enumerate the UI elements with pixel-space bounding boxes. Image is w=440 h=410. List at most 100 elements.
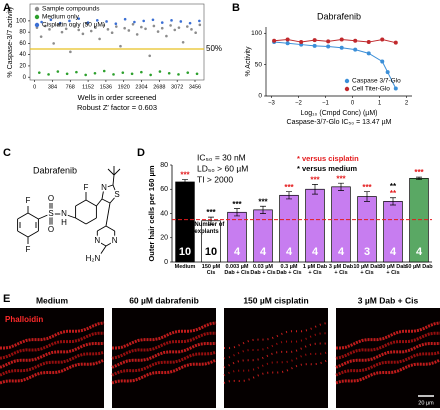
data-point bbox=[181, 40, 185, 44]
error-bar bbox=[260, 205, 266, 214]
data-point bbox=[37, 71, 41, 74]
error-bar bbox=[208, 216, 214, 225]
legend-label: Medium only bbox=[42, 14, 80, 21]
data-point bbox=[40, 20, 43, 24]
data-point bbox=[170, 19, 173, 22]
significance: *** bbox=[206, 208, 216, 217]
data-point bbox=[39, 35, 43, 38]
data-point bbox=[52, 42, 55, 45]
data-point bbox=[121, 71, 125, 74]
bond bbox=[17, 212, 29, 220]
x-axis-label: Wells in order screened bbox=[78, 93, 157, 102]
data-point bbox=[58, 21, 62, 25]
data-point bbox=[89, 29, 93, 33]
micrograph bbox=[336, 308, 440, 408]
panel-label: C bbox=[3, 147, 11, 159]
data-point bbox=[77, 28, 81, 32]
plot-frame bbox=[29, 3, 205, 81]
significance: *** bbox=[180, 171, 190, 180]
x-tick-label: 3 µM Dab + Cis bbox=[328, 264, 354, 276]
explant-count: 4 bbox=[338, 246, 345, 258]
explant-count: 4 bbox=[390, 246, 397, 258]
atom-label: N bbox=[61, 209, 67, 218]
significance: *** bbox=[414, 168, 424, 177]
data-point bbox=[185, 25, 189, 28]
y-axis-label: % Activity bbox=[245, 46, 252, 76]
data-point bbox=[285, 41, 290, 46]
explant-count: 4 bbox=[416, 246, 423, 258]
data-point bbox=[167, 71, 171, 75]
x-tick-label: −2 bbox=[295, 101, 303, 107]
explant-count: 10 bbox=[179, 246, 191, 258]
data-point bbox=[140, 25, 143, 29]
data-point bbox=[98, 37, 101, 41]
data-point bbox=[149, 73, 152, 77]
explants-label: Number of explants bbox=[194, 222, 225, 235]
atom-label: S bbox=[48, 209, 53, 218]
data-point bbox=[339, 45, 344, 50]
error-bar bbox=[364, 191, 370, 202]
stain-band bbox=[336, 321, 440, 350]
bond bbox=[107, 168, 115, 176]
data-point bbox=[393, 86, 398, 91]
legend-marker bbox=[34, 14, 40, 20]
legend-marker bbox=[344, 86, 350, 92]
significance: ** bbox=[390, 189, 397, 198]
bond bbox=[113, 168, 121, 176]
axis bbox=[265, 27, 412, 97]
significance: *** bbox=[284, 183, 294, 192]
chart-title: Dabrafenib bbox=[317, 11, 361, 21]
atom-label: H₂N bbox=[86, 254, 101, 263]
data-point bbox=[312, 38, 317, 43]
x-tick-label: 1920 bbox=[118, 84, 130, 90]
data-point bbox=[123, 17, 127, 21]
bond bbox=[85, 217, 97, 225]
data-point bbox=[102, 69, 106, 73]
bond bbox=[75, 199, 87, 207]
micrograph-title: 3 µM Dab + Cis bbox=[358, 295, 419, 305]
y-tick-label: 0 bbox=[23, 75, 27, 81]
x-tick-label: 3072 bbox=[171, 84, 183, 90]
data-point bbox=[158, 70, 162, 73]
data-point bbox=[84, 73, 87, 77]
atom-label: O bbox=[48, 225, 54, 234]
data-point bbox=[47, 73, 50, 76]
atom-label: F bbox=[26, 196, 31, 205]
significance: *** bbox=[258, 197, 268, 206]
data-point bbox=[77, 17, 81, 20]
atom-label: S bbox=[114, 190, 119, 199]
explant-count: 10 bbox=[205, 246, 217, 258]
data-point bbox=[133, 20, 136, 24]
data-point bbox=[135, 33, 139, 36]
bond bbox=[101, 187, 105, 200]
y-tick-label: 40 bbox=[19, 52, 26, 58]
note: Robust Z′ factor = 0.603 bbox=[77, 103, 157, 112]
x-tick-label: 1536 bbox=[100, 84, 112, 90]
data-point bbox=[81, 32, 85, 36]
significance: *** bbox=[232, 200, 242, 209]
data-point bbox=[93, 71, 97, 75]
data-point bbox=[299, 40, 304, 45]
data-point bbox=[131, 22, 135, 26]
data-point bbox=[95, 19, 99, 22]
data-point bbox=[142, 19, 145, 23]
y-tick-label: 80 bbox=[160, 162, 168, 169]
data-point bbox=[48, 28, 51, 31]
data-point bbox=[173, 28, 177, 32]
data-point bbox=[385, 70, 390, 75]
micrograph-title: 60 µM dabrafenib bbox=[129, 295, 199, 305]
micrograph-title: 150 µM cisplatin bbox=[243, 295, 308, 305]
data-point bbox=[156, 30, 160, 33]
note: LD₅₀ > 60 µM bbox=[197, 163, 248, 173]
x-tick-label: 768 bbox=[66, 84, 75, 90]
data-point bbox=[56, 70, 60, 73]
data-point bbox=[105, 20, 108, 23]
bond bbox=[85, 199, 97, 207]
bond bbox=[105, 202, 111, 227]
x-tick-label: 0.003 µM Dab + Cis bbox=[224, 264, 250, 276]
panel-label: D bbox=[137, 147, 145, 159]
stain-band bbox=[111, 341, 217, 369]
y-axis-label: Outer hair cells per 160 µm bbox=[147, 165, 156, 261]
data-point bbox=[160, 26, 164, 30]
